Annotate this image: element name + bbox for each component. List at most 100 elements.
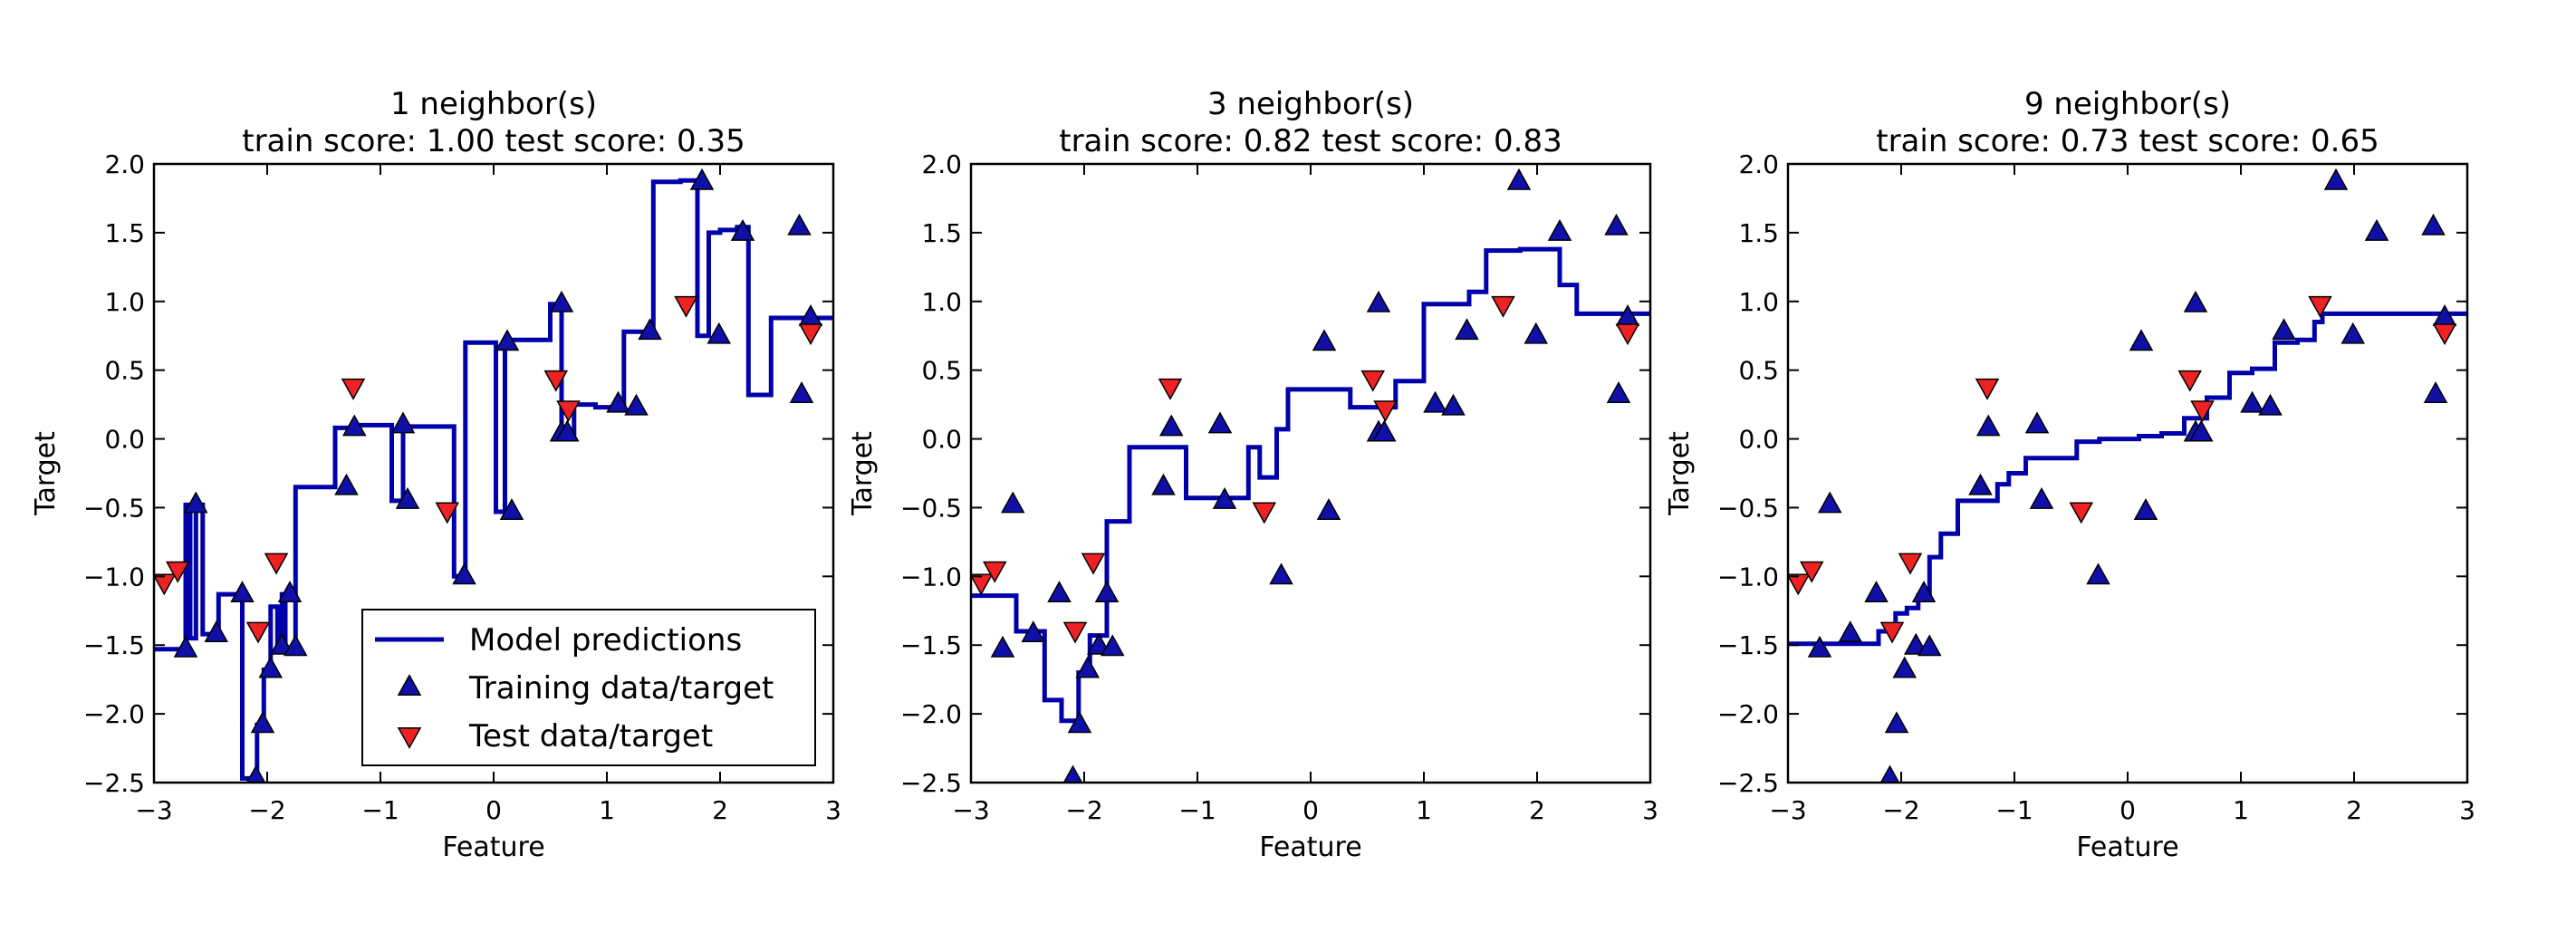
training-point — [1968, 473, 1993, 495]
training-point — [2421, 213, 2446, 236]
chart-title: 1 neighbor(s) — [390, 86, 597, 122]
training-point — [204, 620, 229, 643]
test-point — [2177, 370, 2203, 392]
legend-test-swatch — [397, 727, 422, 749]
training-point — [495, 329, 520, 351]
y-tick-label: 1.0 — [921, 287, 962, 317]
y-tick-label: 0.0 — [921, 425, 962, 455]
test-point — [798, 323, 823, 346]
x-tick-label: 3 — [1642, 795, 1658, 825]
training-point — [1864, 581, 1889, 603]
y-tick-label: 2.0 — [104, 149, 145, 179]
training-point — [1884, 711, 1909, 734]
test-point — [1788, 573, 1811, 596]
x-axis-label: Feature — [1259, 831, 1361, 863]
x-tick-label: −3 — [1769, 795, 1806, 825]
y-tick-label: −2.0 — [83, 699, 145, 729]
training-point — [341, 414, 367, 437]
training-point — [1062, 764, 1083, 783]
test-point — [341, 378, 366, 400]
training-point — [624, 393, 649, 416]
training-point — [689, 168, 715, 190]
y-tick-label: −1.0 — [1717, 562, 1779, 591]
y-axis-label: Target — [1664, 431, 1696, 516]
x-tick-label: 2 — [2346, 795, 2362, 825]
training-point — [1506, 168, 1532, 190]
legend-entry-label: Test data/target — [468, 718, 713, 755]
x-axis-label: Feature — [2076, 831, 2178, 863]
chart-panel-3: 9 neighbor(s)train score: 0.73 test scor… — [1664, 86, 2475, 863]
x-tick-label: 1 — [1416, 795, 1432, 825]
y-tick-label: −1.5 — [900, 630, 962, 660]
training-point — [173, 635, 198, 658]
x-tick-label: −1 — [1995, 795, 2033, 825]
x-tick-label: 0 — [1302, 795, 1319, 825]
training-point — [1441, 393, 1466, 416]
test-point — [1879, 621, 1905, 644]
test-point — [1615, 323, 1640, 346]
y-tick-label: −1.5 — [1717, 630, 1779, 660]
training-point — [1604, 213, 1629, 236]
test-point — [1062, 621, 1088, 644]
x-tick-label: −2 — [248, 795, 285, 825]
y-tick-label: −0.5 — [83, 493, 145, 523]
y-tick-label: 2.0 — [1738, 149, 1779, 179]
training-point — [990, 635, 1015, 658]
training-point — [1269, 562, 1293, 585]
data-layer — [971, 168, 1650, 783]
training-point — [730, 218, 755, 241]
training-point — [1917, 634, 1942, 657]
training-point — [1100, 634, 1125, 657]
training-point — [2323, 168, 2349, 190]
y-tick-label: −2.0 — [900, 699, 962, 729]
y-tick-label: −2.0 — [1717, 699, 1779, 729]
y-tick-label: −0.5 — [900, 493, 962, 523]
legend-entry-label: Model predictions — [469, 622, 742, 658]
x-tick-label: 1 — [2233, 795, 2249, 825]
training-point — [2188, 419, 2214, 442]
training-point — [1312, 329, 1337, 351]
training-point — [1817, 491, 1842, 514]
y-tick-label: 1.5 — [1738, 218, 1779, 248]
y-tick-label: 0.5 — [1738, 356, 1779, 386]
training-point — [1455, 318, 1479, 341]
data-layer — [154, 168, 833, 783]
y-tick-label: −2.5 — [1717, 768, 1779, 798]
training-point — [1158, 414, 1184, 437]
training-point — [499, 498, 524, 520]
training-point — [1911, 581, 1937, 603]
test-point — [165, 561, 190, 583]
x-tick-label: −1 — [1178, 795, 1216, 825]
test-point — [543, 370, 569, 392]
y-tick-label: 0.5 — [921, 356, 962, 386]
chart-panel-2: 3 neighbor(s)train score: 0.82 test scor… — [847, 86, 1658, 863]
training-point — [250, 711, 275, 734]
training-point — [258, 656, 284, 678]
y-tick-label: 1.5 — [104, 218, 145, 248]
legend: Model predictions Training data/target Tes… — [361, 609, 816, 766]
training-point — [2258, 393, 2283, 416]
training-point — [1975, 414, 2001, 437]
test-point — [674, 295, 698, 318]
test-point — [971, 573, 994, 596]
test-point — [1491, 295, 1515, 318]
training-point — [183, 491, 208, 514]
y-tick-label: 1.0 — [1738, 287, 1779, 317]
training-point — [283, 634, 308, 657]
x-tick-label: 0 — [485, 795, 502, 825]
x-tick-label: 0 — [2119, 795, 2136, 825]
y-tick-label: 1.0 — [104, 287, 145, 317]
training-point — [1000, 491, 1025, 514]
x-tick-label: −3 — [952, 795, 989, 825]
legend-training-swatch — [397, 674, 422, 696]
training-point — [1366, 290, 1391, 312]
y-tick-label: −2.5 — [83, 768, 145, 798]
training-point — [2341, 322, 2366, 344]
training-point — [1151, 473, 1176, 495]
training-point — [1047, 581, 1072, 603]
training-point — [2086, 562, 2110, 585]
y-tick-label: −1.0 — [83, 562, 145, 591]
x-tick-label: 2 — [712, 795, 728, 825]
